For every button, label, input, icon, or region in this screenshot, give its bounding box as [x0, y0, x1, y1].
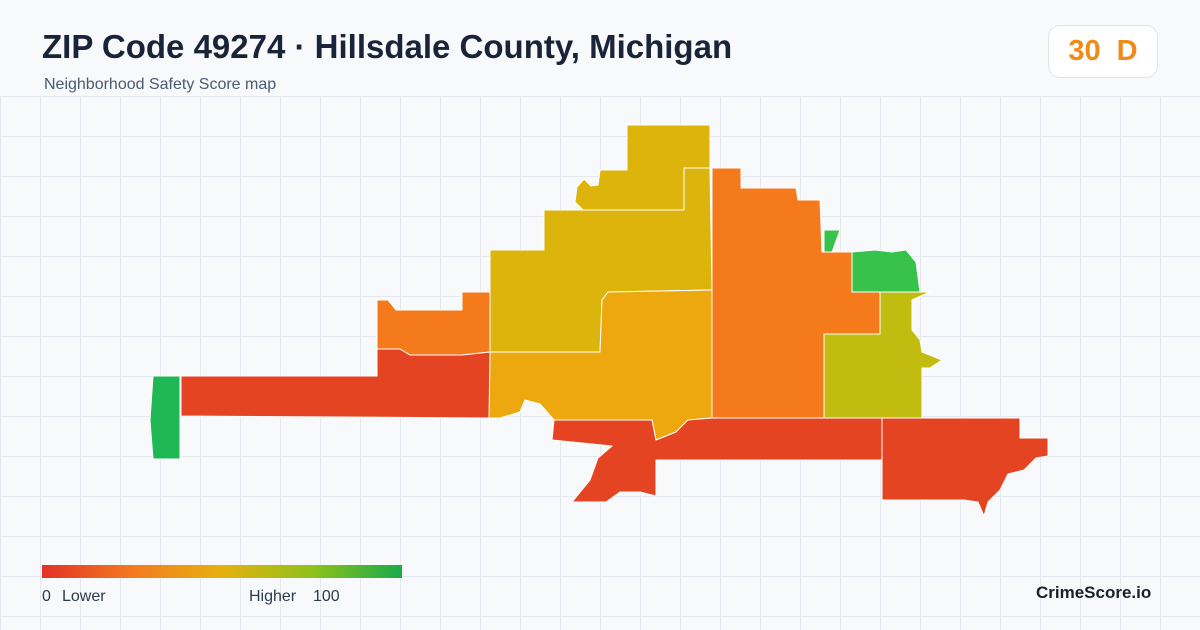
southeast-tract[interactable] [881, 417, 1049, 517]
legend-low-value: 0 [42, 588, 51, 605]
page-subtitle: Neighborhood Safety Score map [44, 76, 277, 93]
safety-score-badge: 30 D [1048, 25, 1158, 78]
legend-high-label: Higher [249, 588, 297, 605]
score-grade: D [1116, 35, 1138, 67]
west-strip-tract[interactable] [180, 348, 491, 419]
south-center-tract[interactable] [551, 417, 883, 503]
brand-label: CrimeScore.io [1036, 583, 1152, 602]
legend-high-value: 100 [313, 588, 340, 605]
legend-low-label: Lower [62, 588, 106, 605]
east-tract[interactable] [823, 291, 943, 419]
far-west-tract[interactable] [149, 375, 181, 460]
score-value: 30 [1068, 35, 1101, 67]
legend-gradient-bar [42, 565, 402, 578]
northwest-small-tract[interactable] [376, 291, 491, 356]
northeast-green-tract[interactable] [851, 249, 921, 293]
northeast-green-sliver[interactable] [823, 229, 841, 253]
page-title: ZIP Code 49274 · Hillsdale County, Michi… [42, 28, 733, 65]
